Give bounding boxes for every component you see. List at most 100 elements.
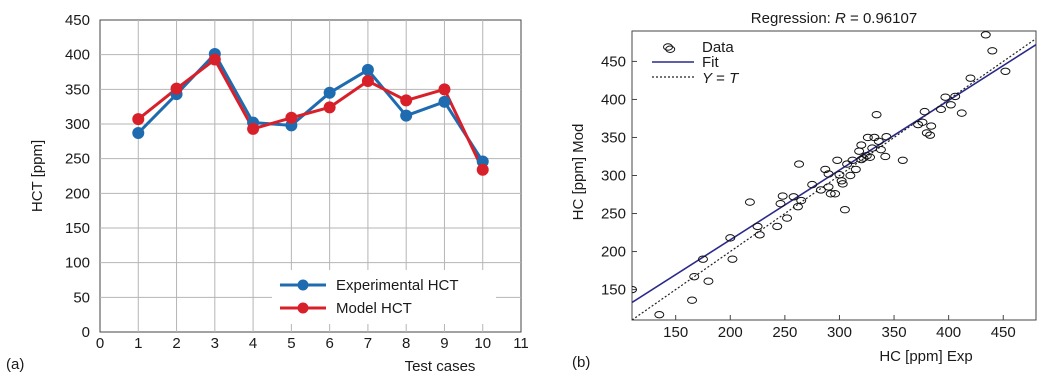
- data-point: [842, 160, 853, 168]
- data-point: [875, 145, 886, 154]
- y-tick-label: 150: [601, 282, 626, 299]
- data-point: [850, 165, 861, 174]
- y-tick-label: 0: [82, 324, 90, 341]
- point-experimental: [132, 127, 145, 140]
- data-point: [950, 92, 961, 101]
- data-point: [856, 141, 867, 149]
- data-point: [837, 180, 848, 188]
- data-point: [752, 222, 763, 231]
- point-model: [323, 101, 336, 114]
- legend-label-identity: Y = T: [702, 70, 740, 87]
- data-point: [873, 137, 884, 145]
- data-point: [703, 277, 714, 285]
- x-tick-label: 300: [827, 324, 852, 341]
- y-tick-label: 300: [65, 116, 90, 133]
- point-model: [247, 122, 260, 135]
- data-point: [777, 192, 788, 200]
- x-tick-label: 4: [249, 335, 257, 352]
- x-tick-label: 400: [936, 324, 961, 341]
- data-point: [865, 153, 876, 161]
- data-point: [945, 101, 956, 109]
- data-point: [839, 206, 850, 214]
- x-tick-label: 250: [772, 324, 797, 341]
- point-model: [400, 94, 413, 107]
- data-point: [965, 74, 976, 82]
- y-tick-labels: 150 200 250 300 350 400 450: [601, 53, 637, 299]
- legend-swatch-data: [663, 43, 673, 51]
- legend: Data Fit Y = T: [652, 39, 740, 87]
- data-point: [925, 131, 936, 139]
- data-point: [782, 214, 793, 222]
- data-point: [858, 154, 869, 162]
- x-tick-label: 200: [718, 324, 743, 341]
- point-model: [285, 111, 298, 124]
- legend: Experimental HCT Model HCT: [272, 270, 496, 324]
- data-point: [744, 198, 755, 206]
- series-line-experimental: [137, 52, 484, 163]
- data-point: [687, 296, 698, 304]
- data-point: [936, 105, 947, 114]
- panel-a-line-chart: 0 1 2 3 4 5 6 7 8 9 10 11 0 50 100 150 200 250 300 350 400 4…: [6, 12, 529, 375]
- x-tick-label: 7: [364, 335, 372, 352]
- point-model: [208, 53, 221, 66]
- point-model: [132, 113, 145, 126]
- data-point: [830, 190, 841, 198]
- x-tick-label: 1: [134, 335, 142, 352]
- data-point: [823, 170, 834, 178]
- y-tick-label: 200: [601, 244, 626, 261]
- data-point: [845, 171, 856, 180]
- legend-label-data: Data: [702, 39, 734, 56]
- data-point: [897, 156, 908, 164]
- point-experimental: [361, 63, 374, 76]
- x-tick-label: 3: [211, 335, 219, 352]
- data-point: [832, 156, 843, 164]
- data-point: [689, 272, 700, 281]
- data-point: [956, 109, 967, 117]
- data-point: [815, 186, 826, 194]
- y-axis-label: HC [ppm] Mod: [570, 124, 587, 221]
- data-point: [881, 133, 892, 141]
- data-point: [880, 152, 891, 161]
- data-point: [697, 255, 708, 263]
- data-point: [825, 190, 836, 198]
- x-tick-label: 0: [96, 335, 104, 352]
- data-point: [861, 152, 872, 160]
- data-point: [856, 155, 867, 164]
- legend-box: [272, 270, 496, 324]
- point-model: [438, 83, 451, 96]
- data-point: [921, 129, 932, 137]
- y-tick-label: 100: [65, 255, 90, 272]
- data-point: [632, 285, 637, 294]
- point-model: [476, 163, 489, 176]
- data-point: [727, 255, 738, 263]
- data-point: [926, 122, 937, 130]
- legend-label-model: Model HCT: [336, 300, 412, 317]
- y-tick-label: 400: [601, 91, 626, 108]
- legend-swatch-model-marker: [297, 302, 309, 314]
- data-point: [862, 133, 873, 142]
- x-tick-label: 150: [663, 324, 688, 341]
- data-point: [772, 222, 783, 231]
- data-point: [871, 110, 882, 119]
- plot-area-frame: [99, 19, 522, 333]
- data-point: [917, 118, 928, 126]
- data-point: [980, 31, 991, 39]
- data-point: [775, 199, 786, 208]
- y-tick-label: 300: [601, 168, 626, 185]
- point-experimental: [400, 109, 413, 122]
- series-group: [132, 47, 489, 176]
- x-tick-label: 5: [287, 335, 295, 352]
- legend-label-experimental: Experimental HCT: [336, 277, 459, 294]
- y-axis-label: HCT [ppm]: [29, 140, 46, 212]
- data-point: [796, 196, 807, 205]
- x-tick-label: 6: [325, 335, 333, 352]
- y-tick-label: 250: [65, 151, 90, 168]
- point-experimental: [438, 95, 451, 108]
- data-point: [940, 93, 951, 101]
- data-point: [820, 165, 831, 174]
- x-tick-label: 350: [882, 324, 907, 341]
- data-point: [834, 171, 845, 179]
- chart-title: Regression: R = 0.96107: [751, 10, 917, 27]
- y-tick-label: 350: [601, 129, 626, 146]
